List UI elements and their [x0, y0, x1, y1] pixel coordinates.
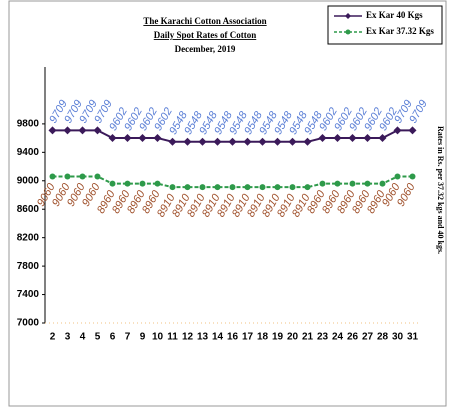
- x-tick-label: 2: [50, 332, 56, 343]
- point: [198, 137, 207, 146]
- point: [64, 173, 71, 180]
- point: [273, 137, 282, 146]
- point: [259, 184, 266, 191]
- x-tick-label: 27: [362, 332, 374, 343]
- x-tick-label: 24: [332, 332, 344, 343]
- x-tick-label: 14: [212, 332, 224, 343]
- legend-marker: [345, 29, 351, 35]
- point: [184, 184, 191, 191]
- point: [48, 126, 57, 135]
- x-tick-label: 7: [125, 332, 131, 343]
- x-tick-label: 20: [287, 332, 299, 343]
- x-tick-label: 30: [392, 332, 404, 343]
- point: [228, 137, 237, 146]
- point: [289, 184, 296, 191]
- y-tick-label: 9000: [17, 175, 40, 186]
- point: [93, 126, 102, 135]
- point: [319, 180, 326, 187]
- point: [49, 173, 56, 180]
- point: [363, 133, 372, 142]
- point: [109, 180, 116, 187]
- point: [123, 133, 132, 142]
- point: [303, 137, 312, 146]
- legend-marker: [345, 13, 351, 19]
- x-tick-label: 13: [197, 332, 209, 343]
- point: [199, 184, 206, 191]
- point: [333, 133, 342, 142]
- point: [154, 180, 161, 187]
- legend: [327, 5, 443, 45]
- x-tick-label: 6: [110, 332, 116, 343]
- point: [78, 126, 87, 135]
- point: [108, 133, 117, 142]
- chart-date: December, 2019: [175, 44, 236, 54]
- point: [138, 133, 147, 142]
- y-tick-label: 7400: [17, 289, 40, 300]
- legend-label: Ex Kar 37.32 Kgs: [366, 26, 434, 36]
- point: [379, 180, 386, 187]
- point: [214, 184, 221, 191]
- point: [63, 126, 72, 135]
- point: [139, 180, 146, 187]
- x-tick-label: 18: [257, 332, 269, 343]
- y-tick-label: 7800: [17, 261, 40, 272]
- x-tick-label: 10: [152, 332, 164, 343]
- point: [288, 137, 297, 146]
- point: [394, 173, 401, 180]
- point: [94, 173, 101, 180]
- point: [409, 173, 416, 180]
- legend-label: Ex Kar 40 Kgs: [366, 10, 423, 20]
- point: [258, 137, 267, 146]
- x-tick-label: 3: [65, 332, 71, 343]
- x-tick-label: 16: [227, 332, 239, 343]
- x-tick-label: 5: [95, 332, 101, 343]
- point: [304, 184, 311, 191]
- point: [393, 126, 402, 135]
- point: [408, 126, 417, 135]
- chart-title: The Karachi Cotton Association: [143, 16, 266, 26]
- x-tick-label: 31: [407, 332, 419, 343]
- y-tick-label: 9400: [17, 147, 40, 158]
- point: [168, 137, 177, 146]
- point: [243, 137, 252, 146]
- x-tick-label: 28: [377, 332, 389, 343]
- point: [318, 133, 327, 142]
- point: [364, 180, 371, 187]
- point: [378, 133, 387, 142]
- x-tick-label: 9: [140, 332, 146, 343]
- x-tick-label: 17: [242, 332, 254, 343]
- point: [274, 184, 281, 191]
- x-tick-label: 21: [302, 332, 314, 343]
- point: [169, 184, 176, 191]
- point: [153, 133, 162, 142]
- point: [183, 137, 192, 146]
- y-tick-label: 8600: [17, 204, 40, 215]
- point: [334, 180, 341, 187]
- chart-subtitle: Daily Spot Rates of Cotton: [154, 30, 257, 40]
- point: [79, 173, 86, 180]
- point: [349, 180, 356, 187]
- frame: [8, 0, 447, 407]
- point: [213, 137, 222, 146]
- x-tick-label: 11: [167, 332, 178, 343]
- x-tick-label: 19: [272, 332, 284, 343]
- point: [244, 184, 251, 191]
- point: [229, 184, 236, 191]
- y-tick-label: 8200: [17, 232, 40, 243]
- point: [124, 180, 131, 187]
- x-tick-label: 23: [317, 332, 329, 343]
- x-tick-label: 12: [182, 332, 194, 343]
- point: [348, 133, 357, 142]
- y-tick-label: 7000: [17, 318, 40, 329]
- x-tick-label: 4: [80, 332, 86, 343]
- x-tick-label: 26: [347, 332, 359, 343]
- y-tick-label: 9800: [17, 119, 40, 130]
- y-axis-label: Rates in Rs. per 37.32 kgs and 40 kgs.: [436, 126, 445, 254]
